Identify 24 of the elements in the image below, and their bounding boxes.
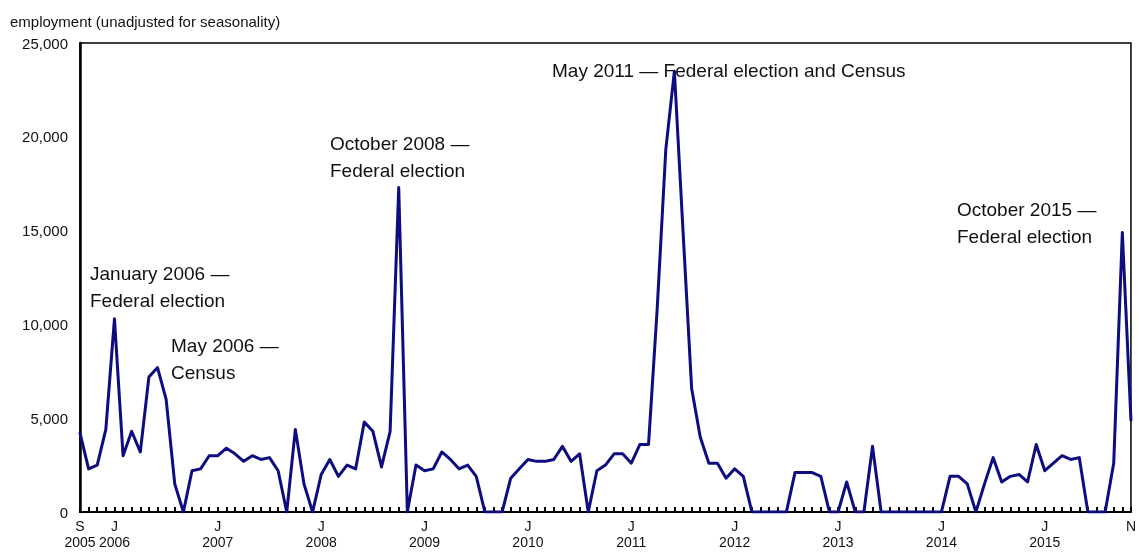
- annotation: January 2006 — Federal election: [90, 263, 230, 311]
- x-tick-label: J 2014: [925, 518, 958, 550]
- annotation: October 2015 — Federal election: [957, 199, 1097, 247]
- x-tick-label: J 2006: [98, 518, 131, 550]
- annotation: October 2008 — Federal election: [330, 133, 470, 181]
- y-tick-label: 0: [59, 503, 68, 521]
- annotation: May 2011 — Federal election and Census: [552, 60, 906, 81]
- y-tick-label: 25,000: [22, 34, 68, 52]
- annotation: May 2006 — Census: [171, 335, 279, 383]
- x-tick-label: J 2015: [1029, 518, 1061, 550]
- y-tick-label: 20,000: [22, 128, 68, 146]
- x-tick-label: J 2009: [408, 518, 441, 550]
- x-tick-label: J 2010: [512, 518, 544, 550]
- x-tick-label: N: [1125, 518, 1137, 534]
- y-tick-label: 15,000: [22, 222, 68, 240]
- y-tick-label: 5,000: [30, 409, 68, 427]
- x-tick-label: S 2005: [64, 518, 96, 550]
- y-tick-label: 10,000: [22, 315, 68, 333]
- x-tick-label: J 2007: [202, 518, 234, 550]
- x-tick-label: J 2011: [616, 518, 647, 550]
- x-tick-label: J 2013: [822, 518, 854, 550]
- x-tick-label: J 2012: [719, 518, 751, 550]
- x-tick-label: J 2008: [305, 518, 337, 550]
- y-axis-title: employment (unadjusted for seasonality): [10, 13, 281, 30]
